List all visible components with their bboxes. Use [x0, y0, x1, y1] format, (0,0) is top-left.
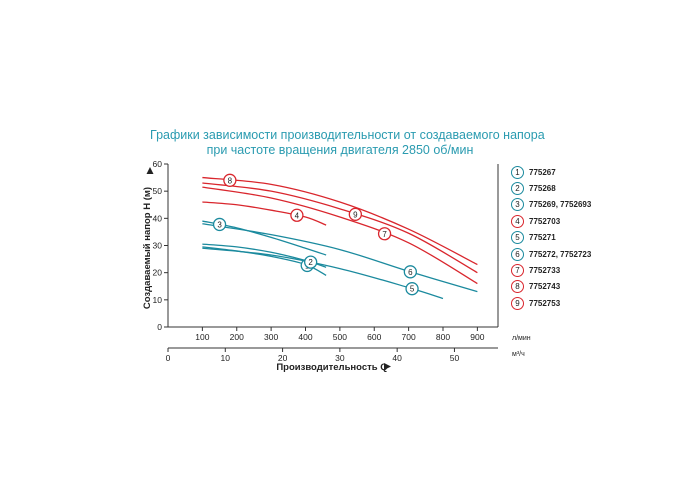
y-tick-label: 0 — [157, 322, 162, 332]
curve-marker-label: 4 — [295, 211, 300, 220]
x-tick-label-primary: 600 — [367, 332, 381, 342]
legend-item: 6 775272, 7752723 — [511, 246, 691, 262]
legend-label: 7752743 — [529, 282, 561, 292]
curve-marker-9 — [348, 207, 362, 221]
x-axis-title: Производительность Q — [276, 362, 387, 373]
legend-number-badge: 6 — [511, 247, 524, 261]
legend-label: 775272, 7752723 — [529, 249, 592, 259]
curve-marker-label: 7 — [382, 230, 387, 239]
curve-line-8 — [202, 176, 478, 266]
legend-item: 9 7752753 — [511, 295, 691, 311]
x-axis-arrow-icon — [384, 363, 391, 370]
legend-number-badge: 3 — [511, 198, 524, 212]
x-tick-label-secondary: 50 — [450, 353, 460, 363]
legend-item: 2 775268 — [511, 180, 691, 196]
legend-item: 5 775271 — [511, 230, 691, 246]
curve-marker-label: 5 — [410, 285, 415, 294]
curve-line-9 — [202, 182, 478, 274]
legend-item: 7 7752733 — [511, 262, 691, 278]
legend-number-badge: 5 — [511, 231, 524, 245]
legend-label: 775268 — [529, 184, 556, 194]
x-tick-label-primary: 800 — [436, 332, 450, 342]
legend-item: 3 775269, 7752693 — [511, 197, 691, 213]
y-tick-label: 10 — [153, 295, 163, 305]
curve-marker-label: 3 — [217, 220, 222, 229]
chart-title-line-1: Графики зависимости производительности о… — [150, 128, 545, 142]
chart-legend: 1 775267 2 775268 3 775269, 7752693 4 7752703 5 7… — [511, 164, 691, 312]
curve-marker-4 — [290, 208, 304, 222]
curve-marker-label: 6 — [408, 268, 413, 277]
y-tick-label: 50 — [153, 186, 163, 196]
legend-number-badge: 8 — [511, 280, 524, 294]
legend-item: 1 775267 — [511, 164, 691, 180]
x-tick-label-secondary: 10 — [221, 353, 231, 363]
x-tick-label-primary: 300 — [264, 332, 278, 342]
x-tick-label-primary: 500 — [333, 332, 347, 342]
x-tick-label-secondary: 0 — [166, 353, 171, 363]
curve-marker-7 — [377, 227, 392, 241]
curve-line-7 — [202, 186, 478, 285]
y-tick-label: 30 — [153, 241, 163, 251]
legend-label: 775271 — [529, 233, 556, 243]
chart-title: Графики зависимости производительности о… — [150, 128, 545, 158]
y-axis-title: Создаваемый напор H (м) — [142, 187, 153, 309]
curve-line-5 — [202, 247, 444, 300]
y-tick-label: 60 — [153, 159, 163, 169]
legend-label: 7752753 — [529, 298, 561, 308]
curve-marker-2 — [304, 255, 318, 269]
curve-line-6 — [202, 223, 478, 293]
x-tick-label-primary: 200 — [230, 332, 244, 342]
x-tick-label-primary: 700 — [402, 332, 416, 342]
curve-line-4 — [202, 201, 327, 226]
x-tick-label-primary: 900 — [470, 332, 484, 342]
y-tick-label: 20 — [153, 268, 163, 278]
x-unit-primary: л/мин — [512, 335, 531, 342]
legend-label: 7752733 — [529, 266, 561, 276]
legend-number-badge: 7 — [511, 264, 524, 278]
curve-marker-label: 2 — [308, 258, 313, 267]
legend-label: 7752703 — [529, 216, 561, 226]
legend-label: 775269, 7752693 — [529, 200, 592, 210]
legend-number-badge: 1 — [511, 165, 524, 179]
x-tick-label-secondary: 30 — [335, 353, 345, 363]
curve-marker-6 — [403, 265, 417, 279]
curve-marker-3 — [212, 217, 227, 232]
curve-marker-8 — [223, 173, 237, 187]
legend-number-badge: 4 — [511, 214, 524, 228]
legend-item: 8 7752743 — [511, 279, 691, 295]
x-tick-label-primary: 400 — [298, 332, 312, 342]
x-tick-label-secondary: 40 — [392, 353, 402, 363]
legend-label: 775267 — [529, 167, 556, 177]
legend-number-badge: 9 — [511, 296, 524, 310]
legend-item: 4 7752703 — [511, 213, 691, 229]
chart-title-line-2: при частоте вращения двигателя 2850 об/м… — [206, 143, 474, 157]
x-unit-secondary: м³/ч — [512, 351, 525, 358]
legend-number-badge: 2 — [511, 182, 524, 196]
curve-marker-label: 9 — [353, 210, 358, 219]
y-tick-label: 40 — [153, 213, 163, 223]
curve-marker-5 — [405, 282, 419, 296]
x-tick-label-primary: 100 — [195, 332, 209, 342]
x-tick-label-secondary: 20 — [278, 353, 288, 363]
y-axis-arrow-icon — [146, 167, 154, 174]
curve-marker-label: 8 — [228, 176, 233, 185]
